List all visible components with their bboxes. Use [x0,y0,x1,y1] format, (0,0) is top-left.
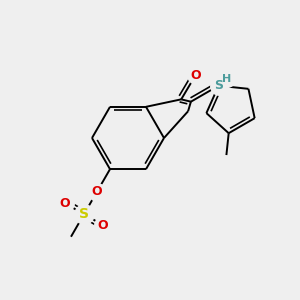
Text: O: O [92,185,102,198]
Text: O: O [190,69,201,82]
Text: S: S [79,207,89,221]
Text: H: H [222,74,231,84]
Text: O: O [60,197,70,210]
Text: O: O [98,219,108,232]
Text: S: S [214,79,223,92]
